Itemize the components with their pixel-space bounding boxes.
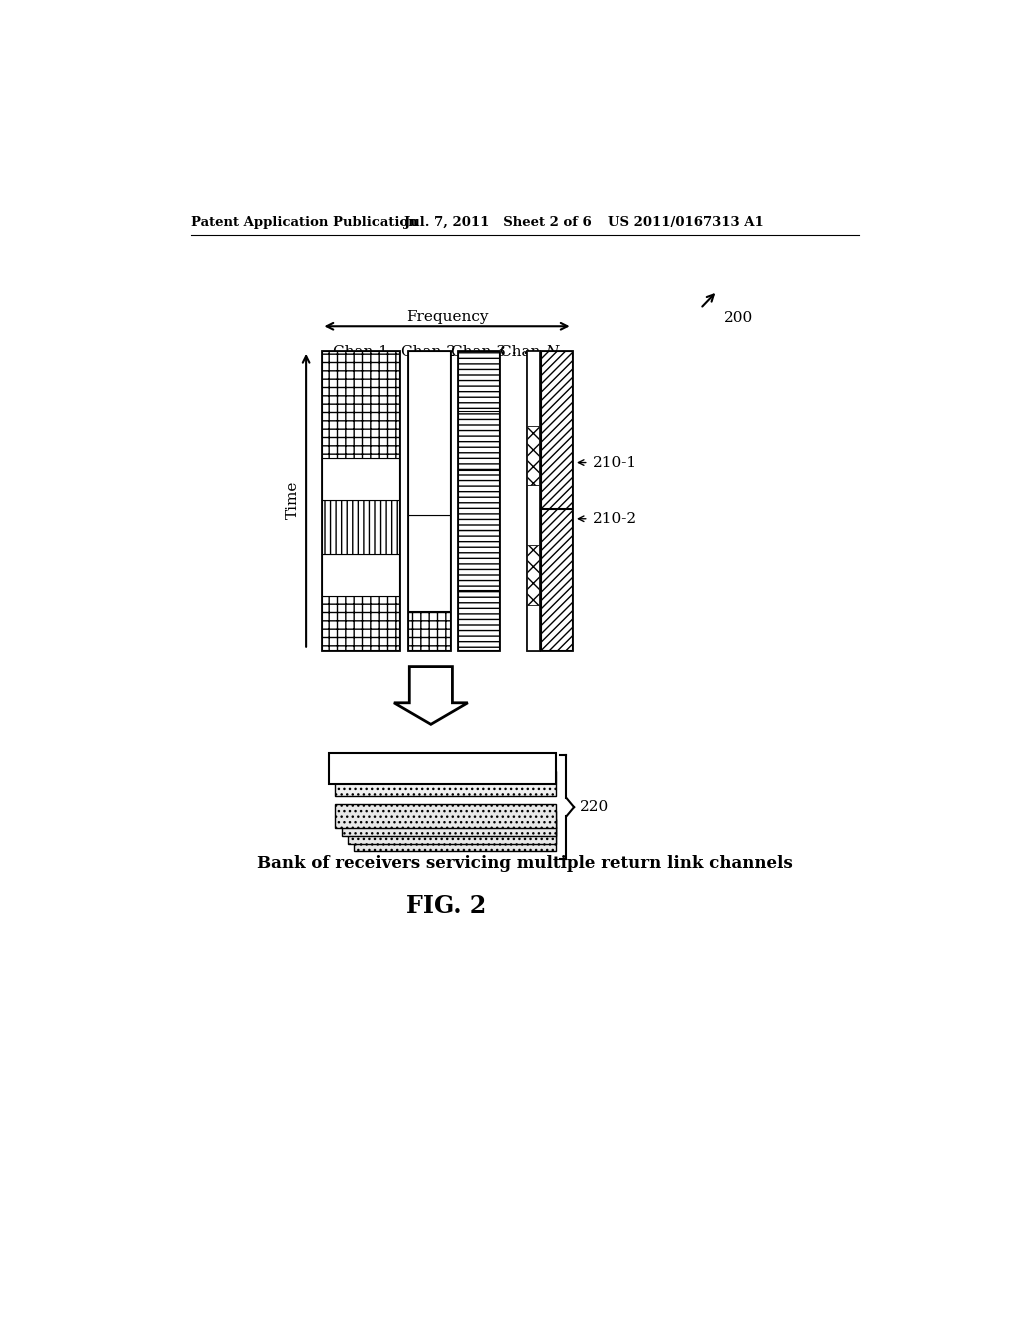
Bar: [322, 595, 398, 649]
Bar: [322, 500, 398, 554]
Bar: [458, 351, 499, 649]
Text: US 2011/0167313 A1: US 2011/0167313 A1: [608, 216, 764, 230]
Text: Chan 2: Chan 2: [401, 345, 457, 359]
Bar: [322, 554, 398, 595]
Bar: [322, 458, 398, 500]
Text: FIG. 2: FIG. 2: [407, 894, 486, 917]
Text: · · ·: · · ·: [501, 345, 529, 363]
Bar: [527, 351, 539, 649]
Text: Frequency: Frequency: [406, 310, 488, 323]
Text: Chan 1: Chan 1: [333, 345, 387, 359]
Bar: [336, 804, 556, 829]
Bar: [408, 515, 451, 611]
Text: 220: 220: [581, 800, 609, 814]
Bar: [348, 818, 556, 843]
Bar: [527, 425, 539, 486]
Bar: [408, 611, 451, 649]
Text: 210-2: 210-2: [593, 512, 637, 525]
Polygon shape: [394, 667, 468, 725]
Text: Time: Time: [286, 480, 300, 520]
Text: Chan: Chan: [501, 345, 546, 359]
Bar: [541, 351, 571, 649]
Bar: [527, 545, 539, 605]
Bar: [527, 351, 539, 425]
Text: Jul. 7, 2011   Sheet 2 of 6: Jul. 7, 2011 Sheet 2 of 6: [403, 216, 592, 230]
Bar: [330, 752, 556, 784]
Bar: [408, 351, 451, 515]
Bar: [527, 605, 539, 649]
Bar: [342, 812, 556, 836]
Bar: [408, 351, 451, 649]
Bar: [354, 826, 556, 851]
Text: 210-1: 210-1: [593, 455, 637, 470]
Bar: [336, 771, 556, 796]
Bar: [541, 351, 571, 649]
Bar: [322, 351, 398, 458]
Text: Bank of receivers servicing multiple return link channels: Bank of receivers servicing multiple ret…: [257, 855, 793, 873]
Text: N: N: [546, 345, 559, 359]
Bar: [322, 351, 398, 649]
Text: Chan 3: Chan 3: [451, 345, 506, 359]
Bar: [527, 486, 539, 545]
Text: 200: 200: [724, 312, 753, 325]
Bar: [458, 351, 499, 649]
Text: Patent Application Publication: Patent Application Publication: [190, 216, 418, 230]
